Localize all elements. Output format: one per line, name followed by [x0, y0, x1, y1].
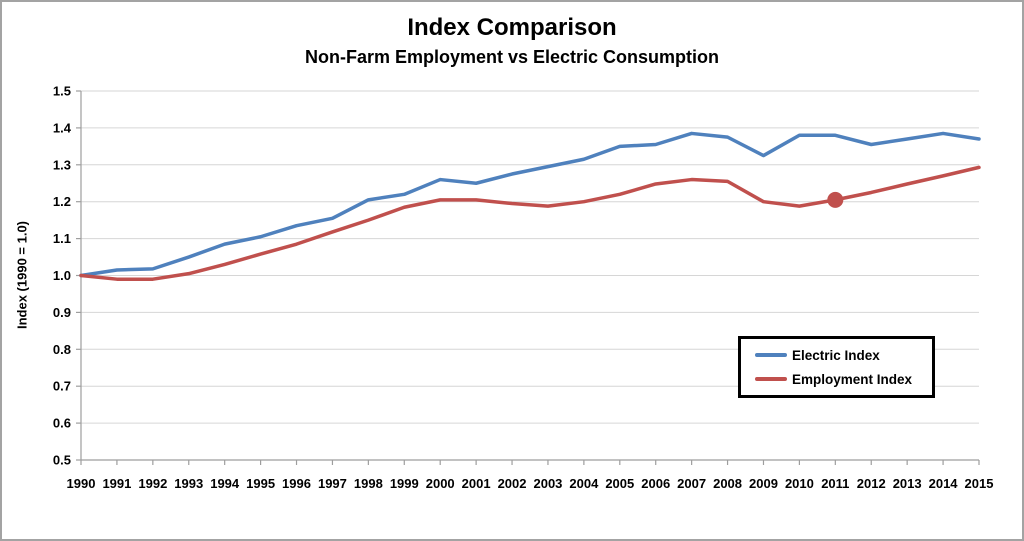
legend-label-employment: Employment Index — [792, 371, 913, 387]
x-tick-label: 1991 — [102, 476, 131, 491]
y-tick-label: 0.6 — [53, 416, 71, 431]
series-line-employment-index — [79, 165, 981, 281]
legend-item-electric: Electric Index — [755, 348, 932, 363]
y-tick-label: 1.0 — [53, 268, 71, 283]
y-tick-label: 1.2 — [53, 194, 71, 209]
x-tick-label: 1999 — [390, 476, 419, 491]
x-tick-label: 1994 — [210, 476, 240, 491]
x-tick-label: 2004 — [569, 476, 599, 491]
x-tick-label: 1990 — [67, 476, 96, 491]
y-tick-label: 1.1 — [53, 231, 71, 246]
chart-title: Index Comparison — [407, 14, 617, 41]
x-tick-label: 2010 — [785, 476, 814, 491]
legend-swatch-employment — [755, 377, 787, 381]
x-tick-label: 2003 — [533, 476, 562, 491]
x-tick-label: 2000 — [426, 476, 455, 491]
y-tick-label: 1.5 — [53, 84, 71, 99]
x-tick-label: 2005 — [605, 476, 634, 491]
x-tick-label: 2015 — [965, 476, 994, 491]
y-tick-label: 1.4 — [53, 120, 72, 135]
x-tick-label: 2012 — [857, 476, 886, 491]
x-tick-label: 2001 — [462, 476, 491, 491]
x-tick-label: 2007 — [677, 476, 706, 491]
x-tick-label: 2006 — [641, 476, 670, 491]
series-line-electric-index — [79, 131, 981, 278]
x-tick-label: 2002 — [498, 476, 527, 491]
y-tick-label: 0.9 — [53, 305, 71, 320]
y-tick-label: 1.3 — [53, 157, 71, 172]
series-marker-employment-index — [827, 191, 844, 208]
x-tick-label: 2013 — [893, 476, 922, 491]
x-tick-label: 2009 — [749, 476, 778, 491]
y-tick-label: 0.5 — [53, 453, 71, 468]
chart-subtitle: Non-Farm Employment vs Electric Consumpt… — [304, 47, 720, 67]
x-tick-label: 1995 — [246, 476, 275, 491]
x-tick-label: 2008 — [713, 476, 742, 491]
x-tick-label: 1993 — [174, 476, 203, 491]
legend-label-electric: Electric Index — [792, 347, 880, 363]
y-tick-label: 0.7 — [53, 379, 71, 394]
x-tick-label: 1998 — [354, 476, 383, 491]
y-tick-label: 0.8 — [53, 342, 71, 357]
legend-swatch-electric — [755, 353, 787, 357]
x-tick-label: 2011 — [821, 476, 849, 491]
legend-item-employment: Employment Index — [755, 372, 932, 387]
x-tick-label: 1996 — [282, 476, 311, 491]
x-tick-label: 1997 — [318, 476, 347, 491]
x-tick-label: 1992 — [138, 476, 167, 491]
x-tick-label: 2014 — [929, 476, 959, 491]
legend: Electric Index Employment Index — [738, 336, 935, 398]
